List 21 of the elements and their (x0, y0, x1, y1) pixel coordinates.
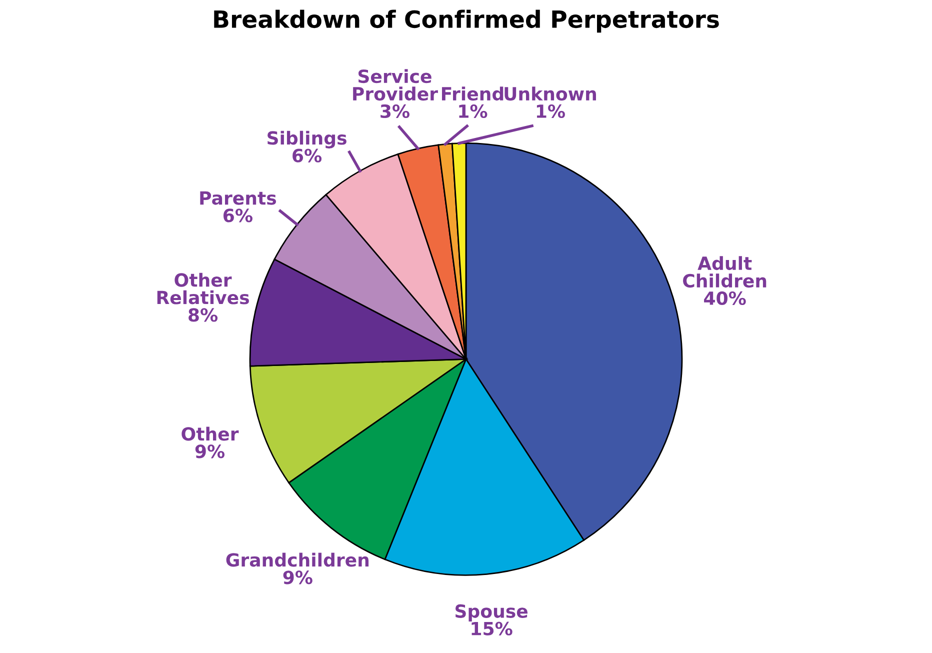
data-label: 8% (188, 308, 218, 322)
data-label: 15% (472, 622, 512, 636)
slice-label: Spouse (456, 604, 528, 622)
data-label: 6% (223, 208, 252, 222)
slice-label: Unknown (504, 86, 596, 101)
slice-label: Siblings (268, 130, 346, 148)
slice-label: Other (182, 426, 239, 441)
data-label: 3% (380, 104, 410, 118)
slice-label: Parents (200, 191, 276, 205)
data-label: 9% (283, 570, 312, 584)
chart-title: Breakdown of Confirmed Perpetrators (214, 10, 719, 33)
data-label: 6% (292, 148, 322, 162)
slice-label: Grandchildren (226, 552, 369, 567)
slice-label: Adult Children (683, 256, 766, 288)
slice-label: Friend (442, 86, 504, 101)
slice-label: Service Provider (353, 69, 438, 101)
data-label: 40% (704, 291, 746, 306)
data-label: 9% (195, 444, 225, 458)
data-label: 1% (536, 104, 565, 118)
slice-label: Other Relatives (157, 272, 249, 304)
data-label: 1% (459, 104, 488, 118)
